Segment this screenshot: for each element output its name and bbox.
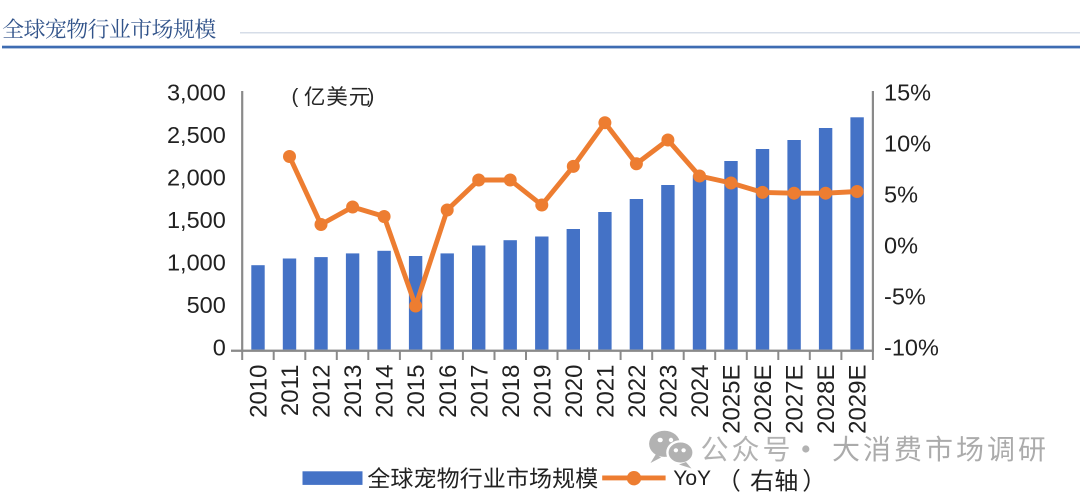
svg-text:2027E: 2027E xyxy=(782,365,809,434)
svg-text:2010: 2010 xyxy=(246,365,273,418)
svg-text:1,000: 1,000 xyxy=(167,250,226,276)
svg-text:5%: 5% xyxy=(884,181,918,207)
svg-text:10%: 10% xyxy=(884,130,931,156)
svg-text:2018: 2018 xyxy=(498,365,525,418)
svg-text:2013: 2013 xyxy=(340,365,367,418)
svg-text:2016: 2016 xyxy=(435,365,462,418)
svg-text:2022: 2022 xyxy=(624,365,651,418)
svg-text:): ) xyxy=(368,85,375,108)
svg-text:2021: 2021 xyxy=(593,365,620,418)
svg-text:500: 500 xyxy=(187,292,226,318)
svg-text:2,500: 2,500 xyxy=(167,122,226,148)
svg-text:2024: 2024 xyxy=(687,365,714,418)
svg-text:2026E: 2026E xyxy=(750,365,777,434)
svg-text:2014: 2014 xyxy=(372,365,399,418)
svg-text:YoY: YoY xyxy=(673,467,711,490)
svg-text:-10%: -10% xyxy=(884,334,939,360)
svg-text:2023: 2023 xyxy=(656,365,683,418)
svg-text:2015: 2015 xyxy=(403,365,430,418)
svg-text:2017: 2017 xyxy=(466,365,493,418)
svg-text:2029E: 2029E xyxy=(845,365,872,434)
svg-text:2019: 2019 xyxy=(529,365,556,418)
svg-text:(: ( xyxy=(292,85,299,108)
svg-text:2,000: 2,000 xyxy=(167,165,226,191)
svg-text:2028E: 2028E xyxy=(813,365,840,434)
svg-text:2011: 2011 xyxy=(277,365,304,417)
svg-text:0: 0 xyxy=(213,335,226,361)
svg-text:0%: 0% xyxy=(884,232,918,258)
svg-text:2025E: 2025E xyxy=(719,365,746,434)
svg-text:-5%: -5% xyxy=(884,283,926,309)
svg-text:3,000: 3,000 xyxy=(167,80,226,106)
svg-text:2020: 2020 xyxy=(561,365,588,418)
svg-text:2012: 2012 xyxy=(309,365,336,418)
svg-text:15%: 15% xyxy=(884,79,931,105)
svg-text:1,500: 1,500 xyxy=(167,207,226,233)
